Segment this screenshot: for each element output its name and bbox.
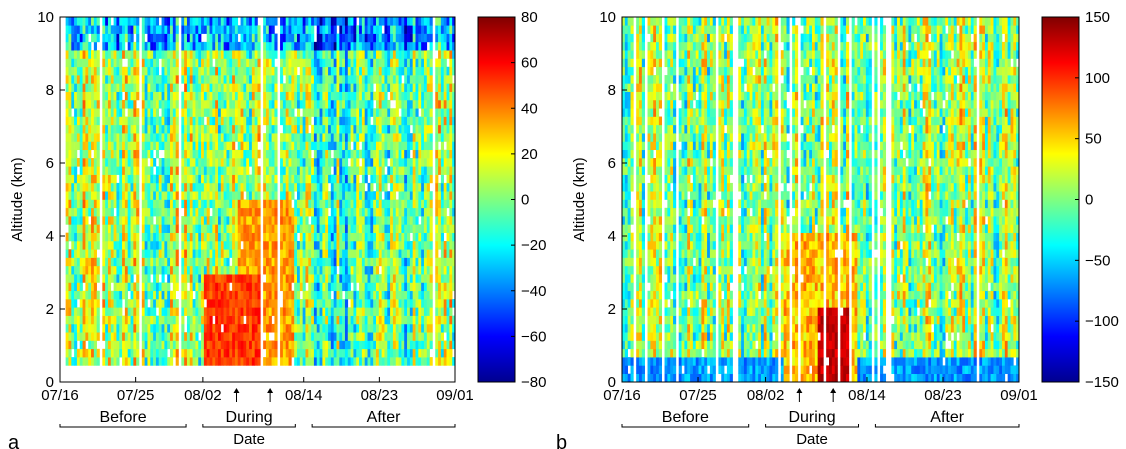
event-arrow [233,388,240,402]
x-axis-title: Date [233,431,265,448]
colorbar-tick-label: 150 [1085,9,1110,26]
colorbar-tick-label: 0 [521,192,529,209]
period-bracket [621,424,750,428]
colorbar-tick-label: 50 [1085,131,1102,148]
y-tick-label: 10 [37,9,54,26]
colorbar-tick-label: 100 [1085,70,1110,87]
period-label: During [788,409,835,426]
panel-letter: a [8,432,20,449]
x-tick-label: 07/16 [41,387,79,404]
colorbar-tick-label: −80 [521,374,546,391]
colorbar-tick-label: 20 [521,146,538,163]
x-tick-label: 08/23 [924,387,962,404]
x-tick-label: 08/23 [361,387,399,404]
event-arrow [267,388,274,402]
colorbar-tick-label: −60 [521,328,546,345]
y-axis-title: Altitude (km) [9,157,26,241]
period-bracket [59,424,187,428]
period-label: Before [99,409,146,426]
x-tick-label: 08/02 [747,387,785,404]
y-tick-label: 8 [46,82,54,99]
period-bracket [202,424,296,428]
panel-b: 0 2 4 6 8 10 07/16 07/25 08/02 08/14 08/23 09/01 Bef… [556,9,1119,449]
x-tick-label: 08/02 [184,387,222,404]
heatmap-cells [65,17,456,366]
x-tick-label: 09/01 [436,387,474,404]
x-tick-label: 07/16 [603,387,641,404]
y-tick-label: 0 [608,374,616,391]
x-axis-title: Date [796,431,828,448]
x-tick-label: 07/25 [679,387,717,404]
colorbar-tick-label: 80 [521,9,538,26]
y-tick-label: 2 [608,301,616,318]
panel-a: 0 2 4 6 8 10 07/16 07/25 08/02 08/14 08/23 09/01 Bef… [8,9,546,449]
period-bracket [311,424,456,428]
y-tick-label: 2 [46,301,54,318]
colorbar [477,16,516,383]
plot-frame [621,16,1020,383]
y-tick-label: 10 [599,9,616,26]
period-bracket [765,424,860,428]
y-tick-label: 4 [608,228,616,245]
period-label: After [930,409,964,426]
period-label: After [367,409,401,426]
colorbar-tick-label: −40 [521,283,546,300]
event-arrow [796,388,803,402]
y-tick-label: 0 [46,374,54,391]
y-tick-label: 8 [608,82,616,99]
period-label: During [226,409,273,426]
y-tick-label: 6 [608,155,616,172]
colorbar-tick-label: 0 [1085,192,1093,209]
period-label: Before [662,409,709,426]
colorbar-tick-label: −20 [521,237,546,254]
colorbar-tick-label: −150 [1085,374,1119,391]
y-tick-label: 4 [46,228,54,245]
period-bracket [874,424,1020,428]
colorbar-tick-label: −100 [1085,313,1119,330]
x-tick-label: 07/25 [117,387,155,404]
heatmap-cells [622,17,1020,383]
panel-letter: b [556,432,567,449]
y-tick-label: 6 [46,155,54,172]
x-tick-label: 08/14 [285,387,323,404]
y-axis-title: Altitude (km) [571,157,588,241]
colorbar-tick-label: 40 [521,100,538,117]
x-tick-label: 08/14 [848,387,886,404]
plot-frame [59,16,456,383]
x-tick-label: 09/01 [1000,387,1038,404]
colorbar-tick-label: −50 [1085,252,1110,269]
event-arrow [830,388,837,402]
colorbar-tick-label: 60 [521,55,538,72]
colorbar [1041,16,1080,383]
